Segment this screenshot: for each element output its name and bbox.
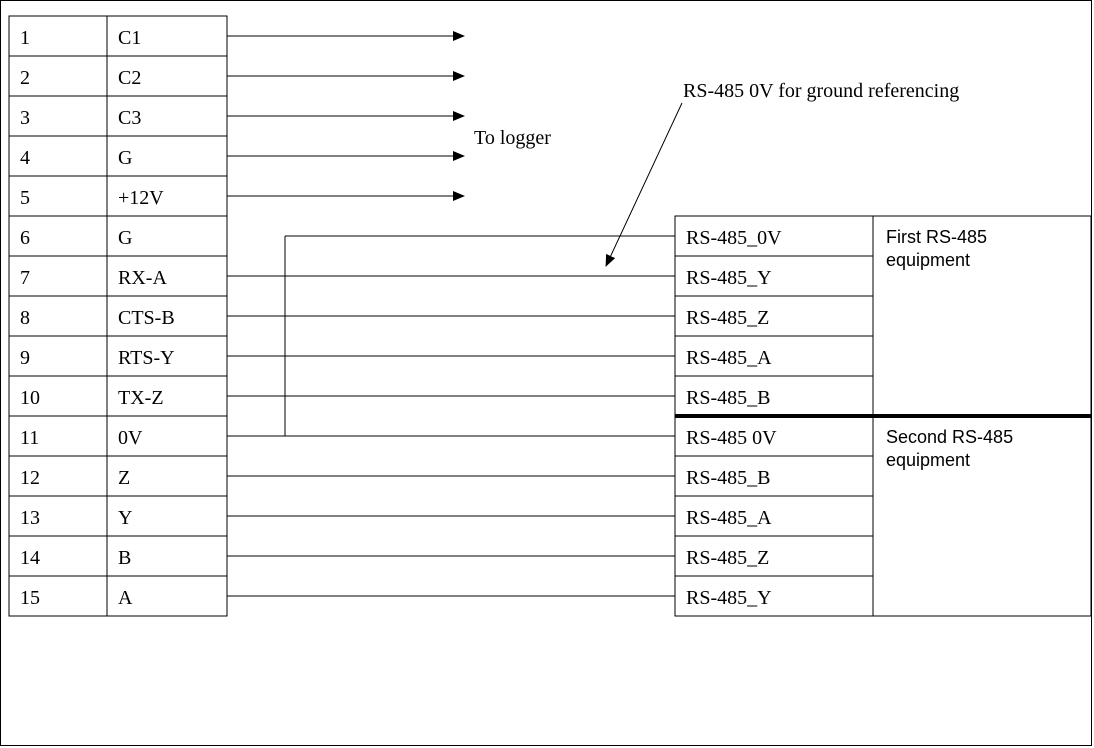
signal-label: RS-485_Y [686,587,772,609]
signal-label: RS-485_Z [686,307,769,329]
pin-number: 3 [20,107,30,129]
pin-label: Y [118,507,132,529]
pin-number: 8 [20,307,30,329]
pin-number-cell [8,295,108,337]
equipment-name-cell [872,215,1092,417]
terminal-row: 1 C1 [8,15,228,57]
pin-number-cell [8,575,108,617]
signal-label: RS-485_B [686,387,770,409]
pin-label: CTS-B [118,307,175,329]
to-logger-label: To logger [474,127,551,149]
signal-label: RS-485 0V [686,427,777,449]
pin-label: C1 [118,27,141,49]
pin-number: 15 [20,587,40,609]
pin-label: Z [118,467,130,489]
pin-number: 5 [20,187,30,209]
signal-cell [674,215,874,257]
ground-note-label: RS-485 0V for ground referencing [683,80,959,102]
pin-number-cell [8,135,108,177]
signal-cell [674,535,874,577]
pin-number-cell [8,335,108,377]
signal-label: RS-485_Z [686,547,769,569]
pin-label: 0V [118,427,143,449]
terminal-row: 11 0V [8,415,228,457]
pin-number: 6 [20,227,30,249]
signal-label: RS-485_0V [686,227,782,249]
signal-label: RS-485_A [686,507,772,529]
terminal-row: 12 Z [8,455,228,497]
terminal-row: 14 B [8,535,228,577]
terminal-row: 3 C3 [8,95,228,137]
pin-number: 4 [20,147,30,169]
pin-label-cell [106,95,228,137]
signal-label: RS-485_Y [686,267,772,289]
signal-cell [674,255,874,297]
pin-label: G [118,147,132,169]
pin-number-cell [8,175,108,217]
pin-label: RTS-Y [118,347,175,369]
pin-label: RX-A [118,267,167,289]
terminal-row: 5 +12V [8,175,228,217]
pin-number: 13 [20,507,40,529]
terminal-row: 8 CTS-B [8,295,228,337]
first-equipment-block: RS-485_0V RS-485_Y RS-485_Z RS-485_A RS-485_… [674,215,1092,417]
terminal-row: 2 C2 [8,55,228,97]
terminal-row: 7 RX-A [8,255,228,297]
pin-number: 12 [20,467,40,489]
pin-label-cell [106,575,228,617]
terminal-row: 9 RTS-Y [8,335,228,377]
pin-label-cell [106,135,228,177]
pin-number-cell [8,255,108,297]
pin-label: B [118,547,131,569]
signal-label: RS-485_B [686,467,770,489]
signal-cell [674,375,874,417]
pin-label-cell [106,335,228,377]
pin-number-cell [8,415,108,457]
ground-note-arrow [605,102,683,267]
pin-label: G [118,227,132,249]
pin-number: 14 [20,547,40,569]
pin-number: 9 [20,347,30,369]
pin-number-cell [8,215,108,257]
pin-label-cell [106,15,228,57]
pin-number-cell [8,535,108,577]
pin-number: 10 [20,387,40,409]
pin-label-cell [106,495,228,537]
pin-label: C3 [118,107,141,129]
pin-label: TX-Z [118,387,164,409]
pin-number: 2 [20,67,30,89]
second-equipment-block: RS-485 0V RS-485_B RS-485_A RS-485_Z RS-485_… [674,415,1092,617]
equipment-name-line: First RS-485 [886,227,987,247]
pin-number: 1 [20,27,30,49]
pin-label: A [118,587,133,609]
pin-label-cell [106,375,228,417]
pin-label: C2 [118,67,141,89]
pin-label-cell [106,295,228,337]
pin-number: 7 [20,267,30,289]
pin-label-cell [106,415,228,457]
pin-label: +12V [118,187,164,209]
terminal-row: 13 Y [8,495,228,537]
equipment-name-line: equipment [886,450,970,470]
pin-number-cell [8,455,108,497]
equipment-name-line: Second RS-485 [886,427,1013,447]
wires [227,31,675,597]
terminal-row: 10 TX-Z [8,375,228,417]
pin-label-cell [106,255,228,297]
pin-label-cell [106,55,228,97]
equipment-name-line: equipment [886,250,970,270]
terminal-row: 15 A [8,575,228,617]
signal-label: RS-485_A [686,347,772,369]
pin-label-cell [106,175,228,217]
pin-number: 11 [20,427,39,449]
equipment-blocks: RS-485_0V RS-485_Y RS-485_Z RS-485_A RS-485_… [674,215,1092,617]
equipment-name-cell [872,415,1092,617]
pin-label-cell [106,215,228,257]
